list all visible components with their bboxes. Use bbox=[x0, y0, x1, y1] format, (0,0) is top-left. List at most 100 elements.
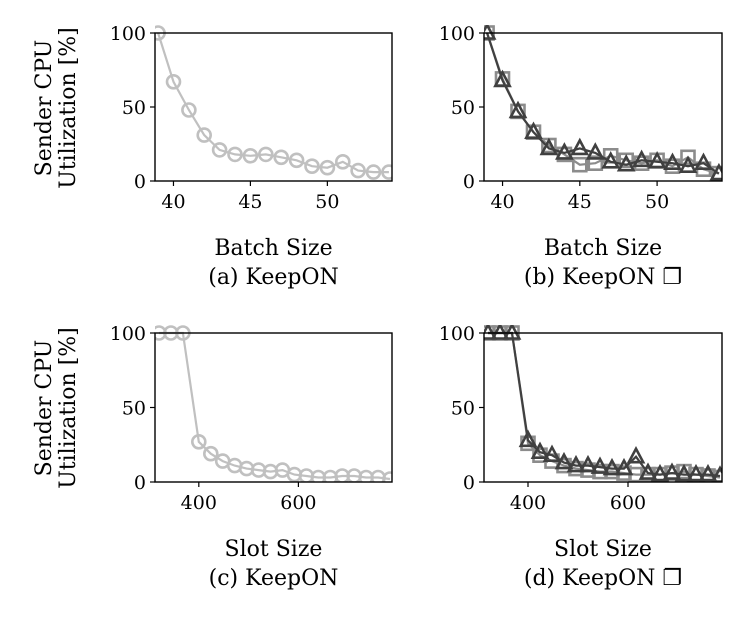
triangle-marker-b-5 bbox=[555, 142, 574, 160]
xlabel-b: Batch Size bbox=[544, 236, 662, 261]
chart-panel-b: 0 50 100 40 45 50 Batch Size (b) KeepON ❐ bbox=[439, 23, 723, 290]
xlabel-c: Slot Size bbox=[225, 537, 323, 562]
circle-marker-a-11 bbox=[319, 159, 336, 176]
triangle-marker-d-14 bbox=[650, 463, 670, 482]
xtick-label-b-40: 40 bbox=[490, 191, 514, 213]
triangle-marker-b-1 bbox=[493, 69, 512, 88]
xtick-label-c-600: 600 bbox=[280, 492, 316, 514]
circle-marker-a-5 bbox=[227, 146, 243, 163]
ytick-label-b-100: 100 bbox=[439, 23, 475, 45]
triangle-marker-b-8 bbox=[601, 151, 621, 169]
circle-marker-c-3 bbox=[191, 433, 207, 450]
ylabel-row2-line2: Utilization [%] bbox=[56, 327, 81, 489]
plot-area-a bbox=[155, 25, 392, 180]
circle-marker-a-3 bbox=[196, 127, 212, 143]
circle-marker-a-1 bbox=[165, 74, 182, 90]
ylabel-row1-line1: Sender CPU bbox=[32, 40, 57, 177]
triangle-marker-b-2 bbox=[508, 100, 528, 119]
xtick-label-d-400: 400 bbox=[510, 492, 546, 514]
ytick-label-c-0: 0 bbox=[134, 472, 146, 494]
triangle-marker-d-16 bbox=[674, 463, 694, 482]
ylabel-row1-line2: Utilization [%] bbox=[56, 27, 81, 189]
ytick-label-d-100: 100 bbox=[439, 323, 475, 345]
triangle-marker-b-15 bbox=[709, 162, 722, 181]
triangle-marker-b-3 bbox=[524, 121, 543, 139]
triangle-marker-d-9 bbox=[590, 456, 610, 474]
xlabel-d: Slot Size bbox=[554, 537, 652, 562]
triangle-marker-b-9 bbox=[616, 153, 636, 172]
chart-panel-c: 0 50 100 400 600 Slot Size (c) KeepON bbox=[110, 323, 393, 591]
circle-marker-a-14 bbox=[365, 164, 382, 180]
series-circle-line-a bbox=[157, 32, 389, 174]
ytick-label-b-50: 50 bbox=[451, 97, 475, 119]
caption-c: (c) KeepON bbox=[209, 566, 339, 591]
plot-area-b bbox=[484, 25, 722, 181]
triangle-marker-b-13 bbox=[678, 155, 698, 173]
series-circle-line-c bbox=[159, 331, 391, 481]
triangle-marker-d-18 bbox=[698, 463, 718, 482]
triangle-marker-b-6 bbox=[570, 137, 590, 156]
triangle-marker-d-8 bbox=[578, 454, 598, 473]
square-marker-b-9 bbox=[618, 152, 635, 169]
triangle-marker-d-11 bbox=[614, 457, 634, 476]
circle-marker-a-13 bbox=[350, 162, 366, 179]
square-marker-b-13 bbox=[680, 149, 696, 166]
xtick-label-a-45: 45 bbox=[238, 191, 262, 213]
circle-marker-c-19 bbox=[382, 471, 392, 482]
circle-marker-a-2 bbox=[181, 102, 197, 118]
triangle-marker-d-4 bbox=[530, 441, 550, 460]
series-triangle-line-d bbox=[488, 331, 721, 478]
caption-b: (b) KeepON ❐ bbox=[524, 265, 682, 290]
xtick-label-a-50: 50 bbox=[315, 191, 339, 213]
triangle-marker-d-15 bbox=[662, 462, 682, 480]
circle-marker-c-4 bbox=[203, 445, 219, 462]
square-marker-b-7 bbox=[587, 155, 604, 171]
triangle-marker-d-5 bbox=[542, 444, 562, 463]
triangle-marker-d-2 bbox=[502, 325, 522, 340]
square-marker-b-6 bbox=[571, 156, 588, 173]
triangle-marker-b-14 bbox=[694, 152, 713, 170]
triangle-marker-b-0 bbox=[484, 25, 497, 40]
triangle-marker-d-6 bbox=[554, 451, 574, 470]
circle-marker-a-4 bbox=[211, 142, 228, 158]
xlabel-a: Batch Size bbox=[214, 236, 332, 261]
triangle-marker-d-10 bbox=[602, 457, 622, 476]
plot-area-d bbox=[484, 325, 722, 482]
triangle-marker-d-17 bbox=[686, 463, 706, 482]
caption-a: (a) KeepON bbox=[208, 265, 339, 290]
triangle-marker-b-10 bbox=[632, 149, 651, 168]
circle-marker-a-6 bbox=[242, 148, 259, 164]
ytick-label-b-0: 0 bbox=[463, 171, 475, 193]
chart-panel-d: 0 50 100 400 600 Slot Size (d) KeepON ❐ bbox=[439, 323, 723, 591]
circle-marker-a-15 bbox=[381, 164, 392, 180]
xtick-label-b-45: 45 bbox=[568, 191, 592, 213]
ytick-label-c-100: 100 bbox=[110, 323, 146, 345]
ytick-label-d-50: 50 bbox=[451, 398, 475, 420]
triangle-marker-b-7 bbox=[585, 142, 605, 160]
xtick-label-b-50: 50 bbox=[645, 191, 669, 213]
axes-frame-a bbox=[154, 32, 393, 182]
circle-marker-a-9 bbox=[288, 152, 305, 169]
triangle-marker-d-0 bbox=[484, 325, 498, 340]
circle-marker-a-8 bbox=[273, 149, 290, 166]
circle-marker-a-10 bbox=[304, 158, 320, 174]
xtick-label-c-400: 400 bbox=[181, 492, 217, 514]
triangle-marker-d-12 bbox=[626, 445, 646, 464]
circle-marker-a-12 bbox=[334, 154, 351, 170]
triangle-marker-d-3 bbox=[518, 429, 538, 448]
circle-marker-a-7 bbox=[257, 146, 274, 163]
triangle-marker-b-4 bbox=[539, 137, 559, 156]
axes-frame-c bbox=[154, 332, 393, 483]
ylabel-row2-line1: Sender CPU bbox=[32, 340, 57, 477]
ytick-label-a-100: 100 bbox=[110, 23, 146, 45]
xtick-label-a-40: 40 bbox=[161, 191, 185, 213]
axes-frame-d bbox=[483, 332, 723, 483]
xtick-label-d-600: 600 bbox=[610, 492, 646, 514]
ytick-label-d-0: 0 bbox=[463, 472, 475, 494]
triangle-marker-d-1 bbox=[490, 325, 510, 340]
triangle-marker-d-7 bbox=[566, 454, 586, 473]
ytick-label-a-0: 0 bbox=[134, 171, 146, 193]
triangle-marker-d-13 bbox=[638, 462, 658, 480]
chart-panel-a: 0 50 100 40 45 50 Batch Size (a) KeepON bbox=[110, 23, 393, 290]
